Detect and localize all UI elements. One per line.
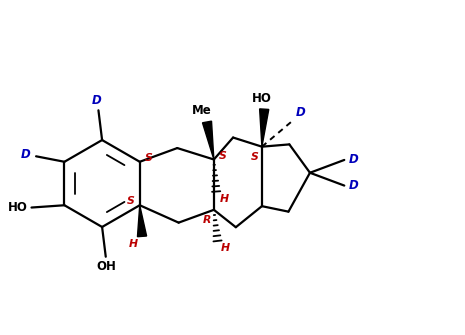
Text: Me: Me xyxy=(192,105,212,117)
Text: HO: HO xyxy=(252,91,272,105)
Text: HO: HO xyxy=(8,201,28,214)
Polygon shape xyxy=(138,205,146,237)
Text: D: D xyxy=(91,94,101,107)
Text: R: R xyxy=(203,215,212,225)
Text: H: H xyxy=(221,243,230,253)
Text: H: H xyxy=(220,194,229,204)
Text: S: S xyxy=(127,196,135,206)
Text: S: S xyxy=(219,151,226,161)
Text: D: D xyxy=(296,106,306,119)
Text: S: S xyxy=(250,152,258,162)
Text: OH: OH xyxy=(97,260,117,273)
Polygon shape xyxy=(259,109,269,147)
Text: D: D xyxy=(21,148,31,161)
Polygon shape xyxy=(202,121,214,159)
Text: S: S xyxy=(145,153,153,163)
Text: D: D xyxy=(349,179,359,192)
Text: D: D xyxy=(349,152,359,165)
Text: H: H xyxy=(129,239,139,249)
